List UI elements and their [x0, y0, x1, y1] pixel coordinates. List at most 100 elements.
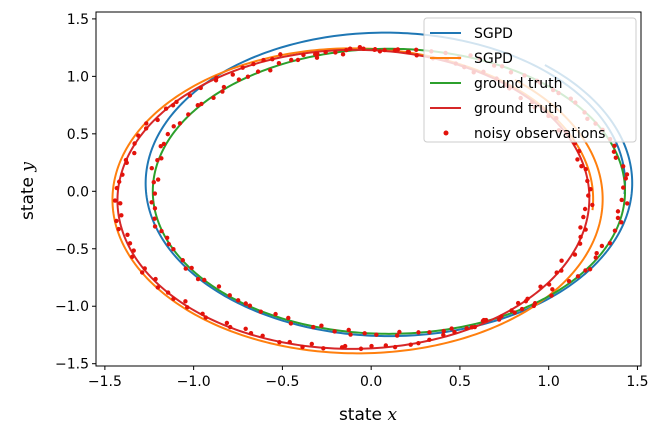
observation-point — [452, 329, 457, 335]
observation-point — [392, 48, 398, 53]
observation-point — [619, 197, 624, 203]
y-tick-label: −1.0 — [55, 299, 89, 315]
observation-point — [248, 330, 254, 336]
observation-point — [344, 47, 349, 53]
observation-point — [575, 274, 581, 279]
x-axis-label-var: x — [387, 405, 397, 425]
observation-point — [155, 285, 161, 290]
observation-point — [171, 246, 176, 252]
observation-point — [585, 178, 590, 184]
observation-point — [394, 333, 400, 338]
observation-point — [116, 226, 121, 232]
observation-point — [224, 320, 230, 326]
observation-point — [159, 156, 164, 161]
observation-point — [117, 179, 122, 184]
observation-point — [202, 277, 207, 283]
observation-point — [187, 93, 193, 98]
observation-point — [377, 49, 383, 54]
observation-point — [118, 201, 123, 206]
observation-point — [333, 50, 338, 55]
observation-point — [414, 47, 419, 53]
observation-point — [519, 306, 525, 312]
observation-point — [515, 300, 521, 306]
observation-point — [171, 124, 176, 129]
observation-point — [358, 346, 364, 351]
observation-point — [593, 255, 598, 260]
observation-point — [532, 301, 538, 306]
observation-point — [120, 172, 125, 177]
observation-point — [546, 282, 552, 287]
observation-point — [392, 344, 398, 350]
observation-point — [216, 284, 222, 289]
observation-point — [243, 301, 248, 306]
observation-point — [590, 202, 595, 208]
observation-point — [579, 163, 584, 169]
observation-point — [195, 103, 200, 108]
observation-point — [332, 329, 337, 334]
observation-point — [114, 185, 120, 191]
observation-point — [499, 314, 504, 319]
observation-point — [183, 266, 188, 271]
observation-point — [554, 270, 559, 275]
observation-point — [612, 228, 618, 233]
legend-label-2: SGPD — [474, 51, 513, 67]
observation-point — [245, 74, 251, 79]
observation-point — [578, 225, 583, 230]
observation-point — [397, 329, 402, 335]
observation-point — [295, 57, 301, 63]
observation-point — [198, 85, 203, 91]
observation-point — [361, 46, 366, 51]
observation-point — [230, 72, 235, 77]
observation-point — [127, 241, 133, 246]
observation-point — [538, 284, 543, 289]
observation-point — [152, 216, 157, 221]
observation-point — [323, 49, 328, 55]
observation-point — [164, 235, 170, 241]
observation-point — [408, 342, 413, 347]
observation-point — [599, 243, 605, 249]
observation-point — [621, 185, 626, 190]
y-tick-label: −1.5 — [55, 357, 89, 373]
observation-point — [583, 268, 588, 273]
observation-point — [180, 258, 185, 263]
observation-point — [131, 248, 136, 253]
observation-point — [472, 324, 477, 330]
observation-point — [587, 267, 593, 272]
observation-point — [153, 276, 158, 282]
y-axis-label-prefix: state — [18, 177, 38, 220]
observation-point — [286, 315, 291, 321]
observation-point — [114, 218, 119, 224]
observation-point — [549, 293, 554, 298]
observation-point — [139, 270, 145, 275]
observation-point — [611, 149, 617, 154]
observation-point — [483, 317, 489, 323]
observation-point — [149, 200, 154, 205]
observation-point — [203, 315, 208, 320]
observation-point — [577, 241, 583, 246]
observation-point — [152, 224, 158, 229]
observation-point — [441, 332, 446, 338]
observation-point — [313, 52, 318, 57]
axes-frame — [95, 11, 642, 367]
observation-point — [348, 332, 353, 337]
x-tick-label: 1.0 — [538, 374, 560, 390]
x-tick-label: 0.5 — [449, 374, 471, 390]
legend-marker-5 — [443, 130, 449, 136]
observation-point — [357, 44, 363, 50]
observation-point — [211, 95, 216, 101]
observation-point — [171, 296, 176, 301]
observation-point — [347, 46, 353, 51]
observation-point — [621, 164, 626, 169]
y-tick-label: 0.5 — [67, 127, 89, 143]
observation-point — [221, 84, 227, 90]
observation-point — [369, 343, 374, 349]
observation-point — [464, 326, 469, 331]
observation-point — [132, 150, 137, 156]
observation-point — [251, 61, 256, 67]
observation-point — [177, 121, 183, 126]
legend-box — [423, 17, 637, 143]
observation-point — [615, 209, 621, 214]
observation-point — [142, 266, 147, 271]
observation-point — [559, 268, 564, 273]
observation-point — [270, 56, 275, 62]
